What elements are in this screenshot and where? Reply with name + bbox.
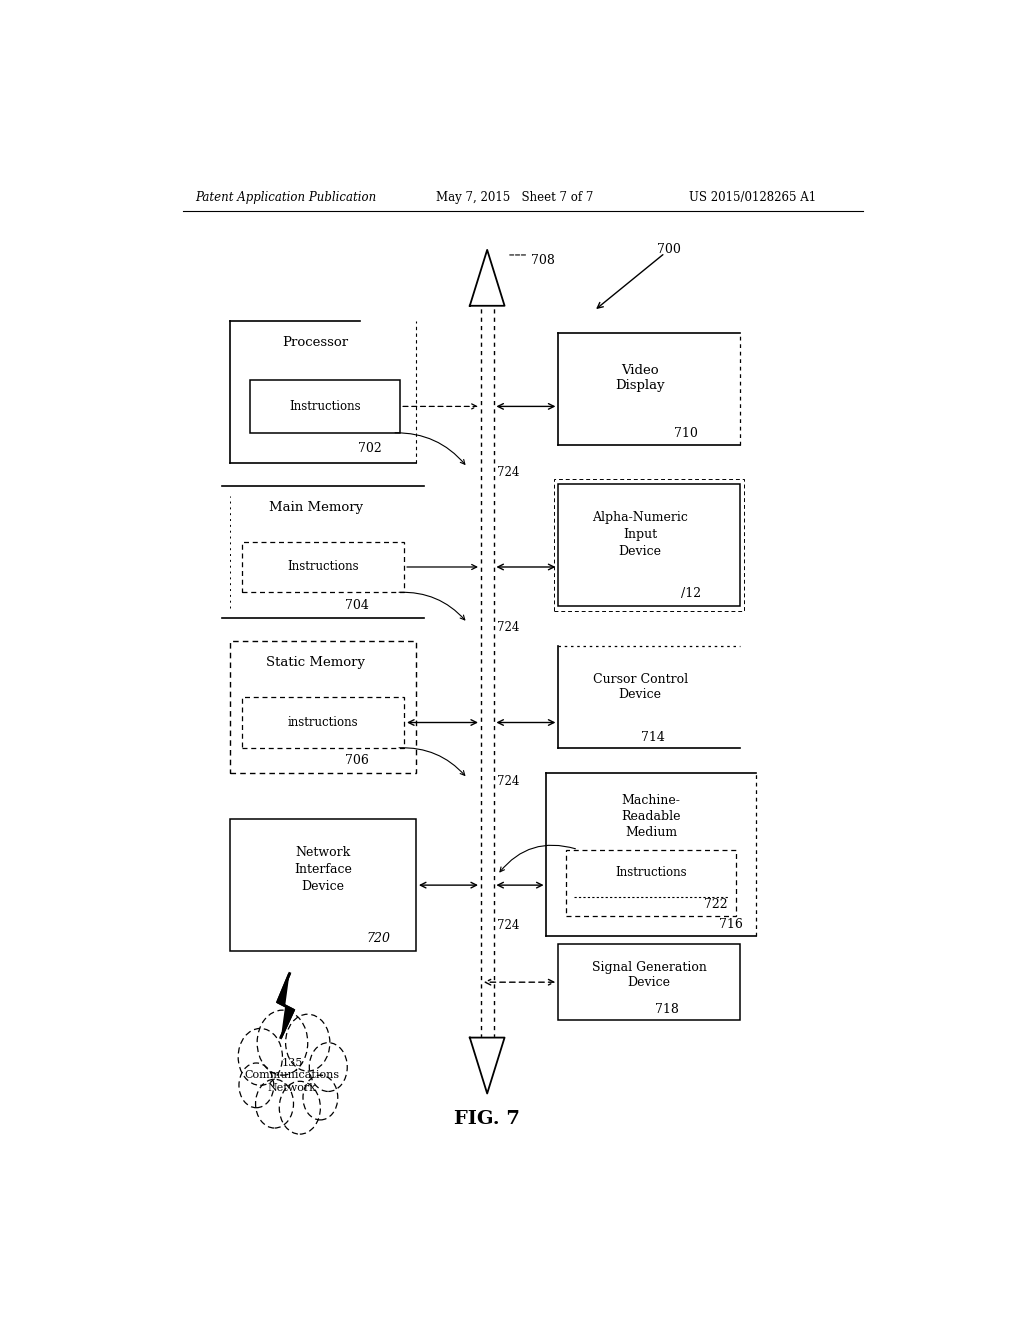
Text: Static Memory: Static Memory — [266, 656, 365, 669]
Text: FIG. 7: FIG. 7 — [453, 1110, 520, 1127]
Text: 706: 706 — [344, 754, 368, 767]
Text: 135
Communications
Network: 135 Communications Network — [245, 1057, 339, 1093]
Text: instructions: instructions — [287, 715, 358, 729]
Bar — [230, 818, 416, 952]
Bar — [557, 944, 740, 1020]
Text: 714: 714 — [640, 731, 664, 744]
Text: Signal Generation
Device: Signal Generation Device — [591, 961, 706, 989]
Text: /12: /12 — [681, 586, 700, 599]
Circle shape — [309, 1043, 346, 1092]
Text: 720: 720 — [367, 932, 390, 945]
Text: Instructions: Instructions — [614, 866, 687, 879]
Text: 708: 708 — [530, 253, 554, 267]
Bar — [557, 483, 740, 606]
Circle shape — [303, 1076, 337, 1119]
Text: Video
Display: Video Display — [614, 364, 664, 392]
Bar — [242, 541, 404, 593]
Text: Network
Interface
Device: Network Interface Device — [293, 846, 352, 892]
Text: 716: 716 — [718, 917, 742, 931]
Polygon shape — [470, 249, 504, 306]
Bar — [230, 642, 416, 774]
Circle shape — [238, 1028, 282, 1085]
Circle shape — [256, 1080, 293, 1129]
Text: Instructions: Instructions — [287, 561, 359, 573]
Text: May 7, 2015   Sheet 7 of 7: May 7, 2015 Sheet 7 of 7 — [435, 190, 593, 203]
Text: Patent Application Publication: Patent Application Publication — [195, 190, 376, 203]
Text: 700: 700 — [656, 243, 681, 256]
Text: US 2015/0128265 A1: US 2015/0128265 A1 — [688, 190, 815, 203]
Text: 724: 724 — [496, 622, 519, 635]
Circle shape — [285, 1014, 329, 1071]
Text: 724: 724 — [496, 775, 519, 788]
Text: Alpha-Numeric
Input
Device: Alpha-Numeric Input Device — [592, 511, 688, 558]
Circle shape — [257, 1010, 308, 1076]
Polygon shape — [277, 974, 293, 1038]
Text: Cursor Control
Device: Cursor Control Device — [592, 673, 687, 701]
Text: 704: 704 — [344, 599, 368, 611]
Text: 702: 702 — [358, 442, 381, 455]
Bar — [250, 380, 399, 433]
Text: 710: 710 — [673, 426, 697, 440]
Polygon shape — [470, 1038, 504, 1093]
Text: Main Memory: Main Memory — [268, 500, 363, 513]
Bar — [554, 479, 744, 611]
Bar — [242, 697, 404, 748]
Text: Machine-
Readable
Medium: Machine- Readable Medium — [621, 793, 681, 838]
Text: Processor: Processor — [282, 337, 348, 350]
Bar — [566, 850, 736, 916]
Text: 724: 724 — [496, 919, 519, 932]
Circle shape — [238, 1063, 273, 1107]
Text: 722: 722 — [703, 898, 727, 911]
Text: 718: 718 — [655, 1003, 679, 1016]
Text: 724: 724 — [496, 466, 519, 479]
Text: Instructions: Instructions — [289, 400, 361, 413]
Circle shape — [279, 1081, 320, 1134]
